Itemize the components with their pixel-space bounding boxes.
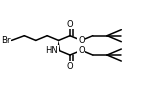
Text: O: O [67, 62, 73, 71]
Text: Br: Br [1, 36, 11, 45]
Polygon shape [57, 40, 60, 50]
Text: HN: HN [45, 46, 58, 55]
Text: O: O [78, 46, 85, 55]
Text: O: O [78, 36, 85, 45]
Text: O: O [67, 20, 73, 29]
